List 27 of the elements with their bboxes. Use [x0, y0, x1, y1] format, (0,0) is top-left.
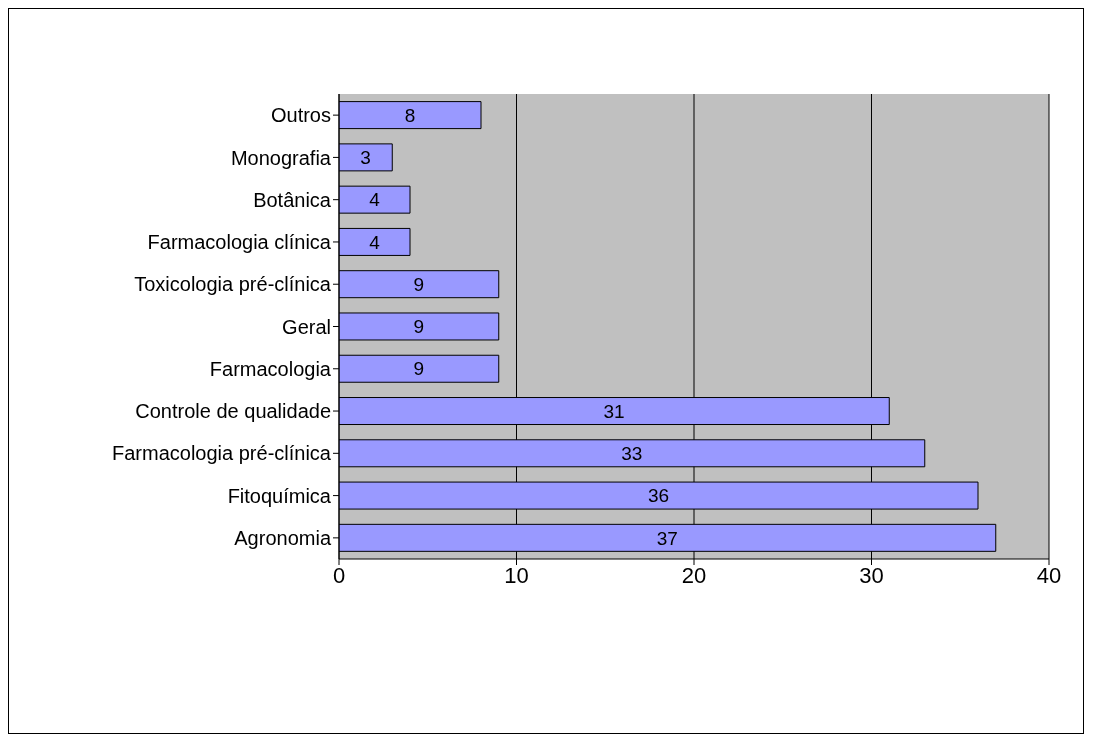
- y-tick-label: Outros: [270, 104, 331, 127]
- data-label: 3: [360, 147, 371, 169]
- data-label: 8: [404, 104, 416, 126]
- data-label: 4: [369, 231, 381, 253]
- x-tick-label: 20: [681, 562, 707, 588]
- y-tick-label: Toxicologia pré-clínica: [134, 273, 332, 296]
- y-tick-label: Controle de qualidade: [135, 400, 331, 423]
- y-tick-label: Botânica: [253, 188, 332, 211]
- y-tick-label: Farmacologia pré-clínica: [112, 442, 332, 465]
- data-label: 33: [621, 443, 643, 465]
- data-label: 37: [656, 527, 678, 549]
- y-tick-label: Farmacologia: [209, 357, 332, 380]
- data-label: 9: [413, 358, 425, 380]
- y-tick-label: Geral: [282, 315, 331, 338]
- y-tick-label: Agronomia: [234, 526, 332, 549]
- y-tick-label: Farmacologia clínica: [147, 231, 332, 254]
- x-tick-label: 40: [1036, 562, 1062, 588]
- data-label: 4: [369, 189, 381, 211]
- y-tick-label: Fitoquímica: [227, 484, 332, 507]
- y-tick-label: Monografia: [230, 146, 332, 169]
- data-label: 36: [647, 485, 670, 507]
- data-label: 9: [413, 316, 425, 338]
- data-label: 9: [413, 273, 425, 295]
- x-tick-label: 10: [504, 562, 529, 588]
- x-tick-label: 0: [332, 562, 346, 588]
- x-tick-label: 30: [859, 562, 884, 588]
- data-label: 31: [603, 400, 625, 422]
